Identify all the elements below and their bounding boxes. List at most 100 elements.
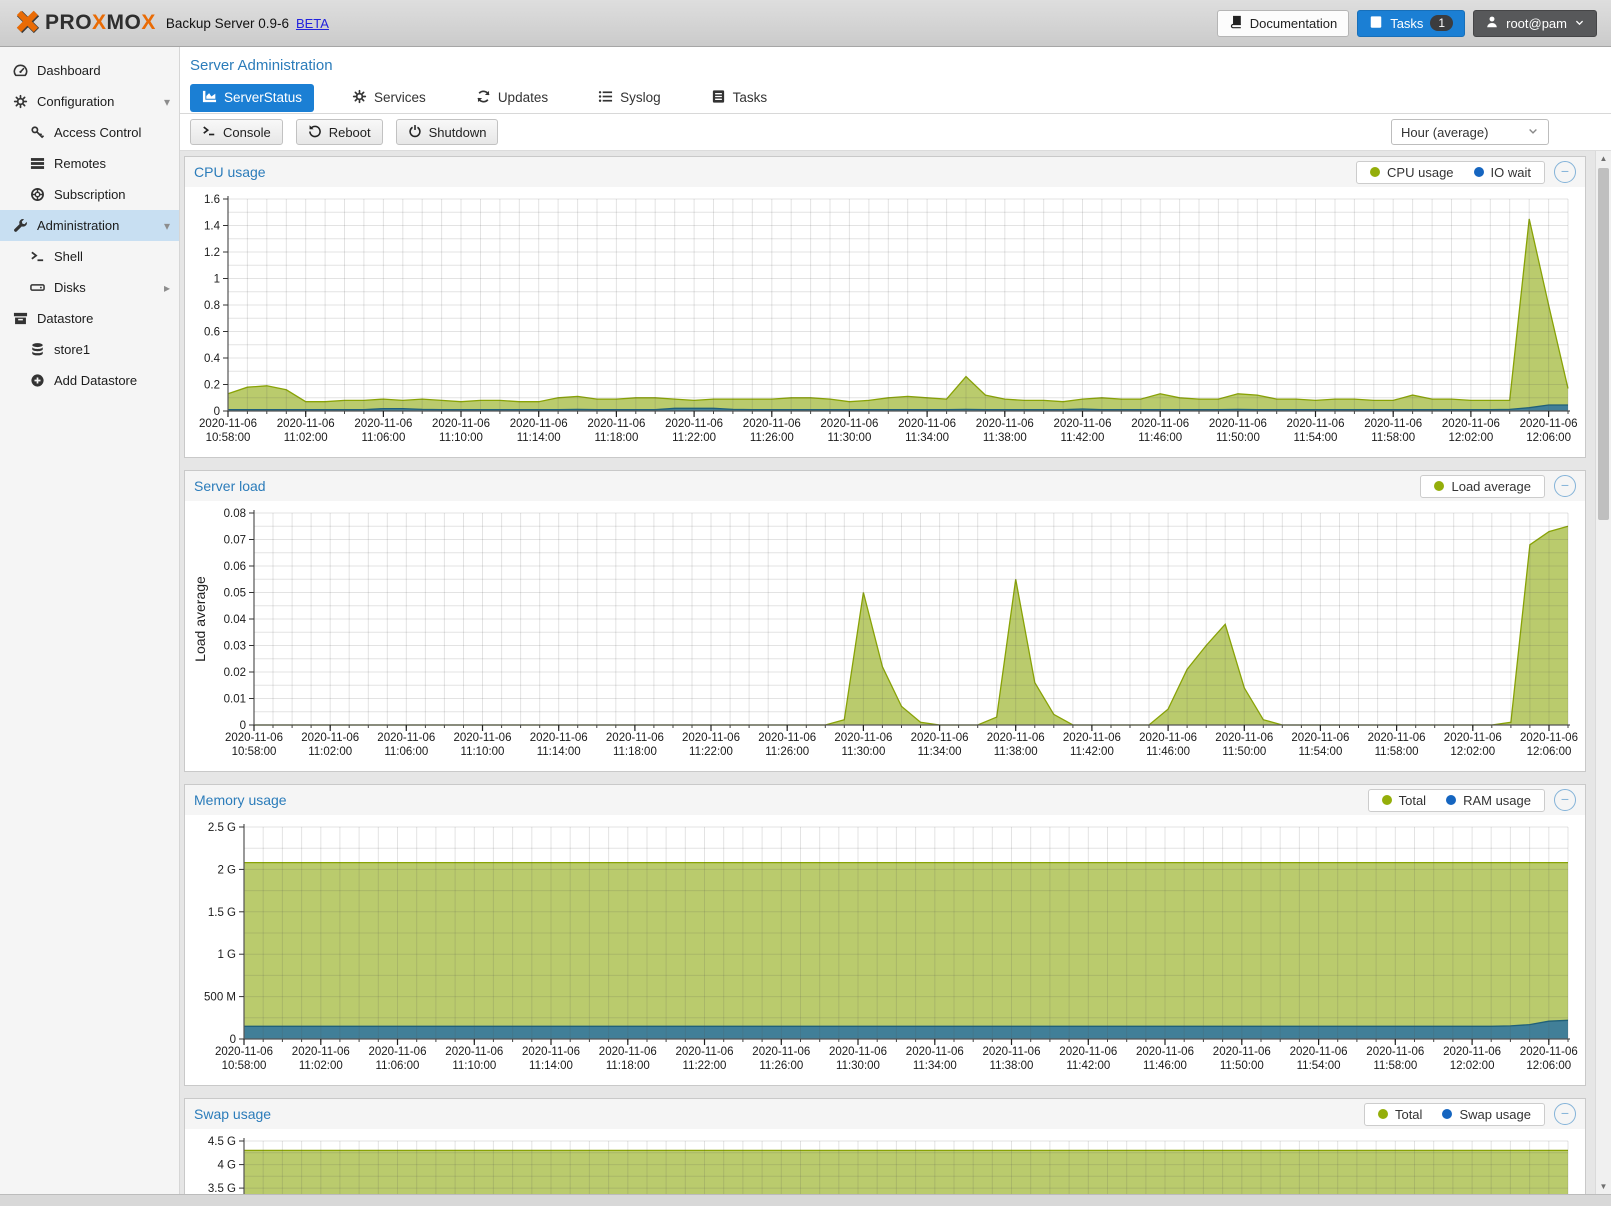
svg-text:2 G: 2 G xyxy=(217,864,236,876)
memory-usage-panel: Memory usage Total RAM usage − 0 500 M 1 G 1.5 … xyxy=(184,784,1586,1086)
legend-item-swap-usage[interactable]: Swap usage xyxy=(1442,1107,1531,1122)
svg-text:2020-11-06: 2020-11-06 xyxy=(225,732,283,744)
sidebar-item-store1[interactable]: store1 xyxy=(0,334,179,365)
svg-text:0.2: 0.2 xyxy=(204,380,220,392)
sidebar-item-disks[interactable]: Disks ▸ xyxy=(0,272,179,303)
undo-icon xyxy=(308,124,322,141)
legend-item-cpu-usage[interactable]: CPU usage xyxy=(1370,165,1454,180)
main-content: Server Administration ServerStatus Servic… xyxy=(180,47,1611,1206)
svg-text:2020-11-06: 2020-11-06 xyxy=(829,1046,887,1058)
svg-text:11:14:00: 11:14:00 xyxy=(529,1060,573,1072)
svg-text:11:18:00: 11:18:00 xyxy=(606,1060,650,1072)
sidebar-item-subscription[interactable]: Subscription xyxy=(0,179,179,210)
svg-text:0.04: 0.04 xyxy=(224,614,247,626)
tasks-button[interactable]: Tasks 1 xyxy=(1357,9,1466,37)
beta-link[interactable]: BETA xyxy=(295,15,329,31)
tab-label: ServerStatus xyxy=(224,90,303,105)
tab-bar: ServerStatus Services Updates Syslog Tasks xyxy=(180,82,1611,114)
sidebar-item-administration[interactable]: Administration ▾ xyxy=(0,210,179,241)
scroll-down-arrow[interactable]: ▼ xyxy=(1599,1182,1608,1191)
sidebar-item-dashboard[interactable]: Dashboard xyxy=(0,55,179,86)
svg-text:2020-11-06: 2020-11-06 xyxy=(522,1046,580,1058)
button-label: Reboot xyxy=(328,124,371,140)
svg-text:11:06:00: 11:06:00 xyxy=(376,1060,420,1072)
console-button[interactable]: Console xyxy=(190,119,283,145)
tab-services[interactable]: Services xyxy=(340,84,438,112)
sidebar-item-add-datastore[interactable]: Add Datastore xyxy=(0,365,179,396)
sidebar-item-access-control[interactable]: Access Control xyxy=(0,117,179,148)
shutdown-button[interactable]: Shutdown xyxy=(395,119,499,145)
sidebar-item-label: Configuration xyxy=(37,94,115,109)
svg-text:0.6: 0.6 xyxy=(204,327,220,339)
legend-item-total[interactable]: Total xyxy=(1381,793,1426,808)
hdd-icon xyxy=(30,280,50,295)
svg-text:11:50:00: 11:50:00 xyxy=(1220,1060,1264,1072)
svg-text:11:38:00: 11:38:00 xyxy=(994,746,1038,758)
timeframe-value: Hour (average) xyxy=(1401,124,1489,140)
svg-text:2020-11-06: 2020-11-06 xyxy=(1366,1046,1424,1058)
svg-text:1.4: 1.4 xyxy=(204,221,221,233)
legend-item-io-wait[interactable]: IO wait xyxy=(1473,165,1531,180)
collapse-panel-button[interactable]: − xyxy=(1554,161,1576,183)
svg-text:12:06:00: 12:06:00 xyxy=(1526,1060,1571,1072)
scrollbar-thumb[interactable] xyxy=(1598,168,1609,520)
sidebar-item-configuration[interactable]: Configuration ▾ xyxy=(0,86,179,117)
tab-updates[interactable]: Updates xyxy=(464,84,560,112)
svg-text:2020-11-06: 2020-11-06 xyxy=(301,732,359,744)
legend-dot-icon xyxy=(1473,167,1484,177)
svg-text:0.07: 0.07 xyxy=(224,535,246,547)
legend-dot-icon xyxy=(1442,1109,1453,1119)
sidebar-item-label: Add Datastore xyxy=(54,373,138,388)
chevron-down-icon: ▾ xyxy=(163,218,170,233)
legend-item-load-average[interactable]: Load average xyxy=(1434,479,1531,494)
svg-text:11:42:00: 11:42:00 xyxy=(1066,1060,1110,1072)
tab-syslog[interactable]: Syslog xyxy=(586,84,673,112)
svg-text:1 G: 1 G xyxy=(217,949,236,961)
sidebar-item-label: Administration xyxy=(37,218,120,233)
user-menu-button[interactable]: root@pam xyxy=(1473,9,1597,37)
svg-text:11:26:00: 11:26:00 xyxy=(765,746,809,758)
terminal-icon xyxy=(202,124,216,141)
legend-item-total[interactable]: Total xyxy=(1377,1107,1422,1122)
svg-text:500 M: 500 M xyxy=(204,992,236,1004)
svg-text:11:54:00: 11:54:00 xyxy=(1298,746,1342,758)
tab-tasks[interactable]: Tasks xyxy=(699,84,780,112)
panel-title: Memory usage xyxy=(194,792,287,808)
documentation-button[interactable]: Documentation xyxy=(1216,9,1350,37)
vertical-scrollbar[interactable]: ▲ ▼ xyxy=(1595,151,1611,1194)
timeframe-select[interactable]: Hour (average) xyxy=(1391,119,1549,145)
bottom-scrollbar-strip[interactable] xyxy=(0,1194,1611,1206)
sidebar-item-remotes[interactable]: Remotes xyxy=(0,148,179,179)
svg-text:2020-11-06: 2020-11-06 xyxy=(1291,732,1349,744)
collapse-panel-button[interactable]: − xyxy=(1554,1103,1576,1125)
svg-text:2020-11-06: 2020-11-06 xyxy=(682,732,740,744)
svg-text:1.6: 1.6 xyxy=(204,194,220,206)
legend-dot-icon xyxy=(1370,167,1381,177)
rows-icon xyxy=(30,156,50,171)
reboot-button[interactable]: Reboot xyxy=(295,119,383,145)
svg-text:2020-11-06: 2020-11-06 xyxy=(1444,732,1502,744)
page-title: Server Administration xyxy=(190,57,333,74)
tab-serverstatus[interactable]: ServerStatus xyxy=(190,83,315,112)
svg-text:11:50:00: 11:50:00 xyxy=(1216,432,1260,444)
scroll-up-arrow[interactable]: ▲ xyxy=(1599,154,1608,163)
sidebar-item-datastore[interactable]: Datastore xyxy=(0,303,179,334)
panel-title: CPU usage xyxy=(194,164,266,180)
sidebar-item-shell[interactable]: Shell xyxy=(0,241,179,272)
proxmox-x-icon xyxy=(14,8,41,38)
svg-text:2020-11-06: 2020-11-06 xyxy=(1209,418,1267,430)
cpu-usage-panel: CPU usage CPU usage IO wait − 0 0.2 0.4 0.6 0.8 1… xyxy=(184,156,1586,458)
sidebar-item-label: Disks xyxy=(54,280,86,295)
svg-text:11:30:00: 11:30:00 xyxy=(841,746,885,758)
svg-text:2.5 G: 2.5 G xyxy=(208,822,236,834)
svg-text:11:18:00: 11:18:00 xyxy=(594,432,638,444)
svg-text:2020-11-06: 2020-11-06 xyxy=(377,732,435,744)
collapse-panel-button[interactable]: − xyxy=(1554,789,1576,811)
svg-text:2020-11-06: 2020-11-06 xyxy=(454,732,512,744)
legend-item-ram-usage[interactable]: RAM usage xyxy=(1446,793,1531,808)
svg-text:2020-11-06: 2020-11-06 xyxy=(1059,1046,1117,1058)
server-load-legend: Load average xyxy=(1420,474,1545,498)
svg-text:11:18:00: 11:18:00 xyxy=(613,746,657,758)
collapse-panel-button[interactable]: − xyxy=(1554,475,1576,497)
